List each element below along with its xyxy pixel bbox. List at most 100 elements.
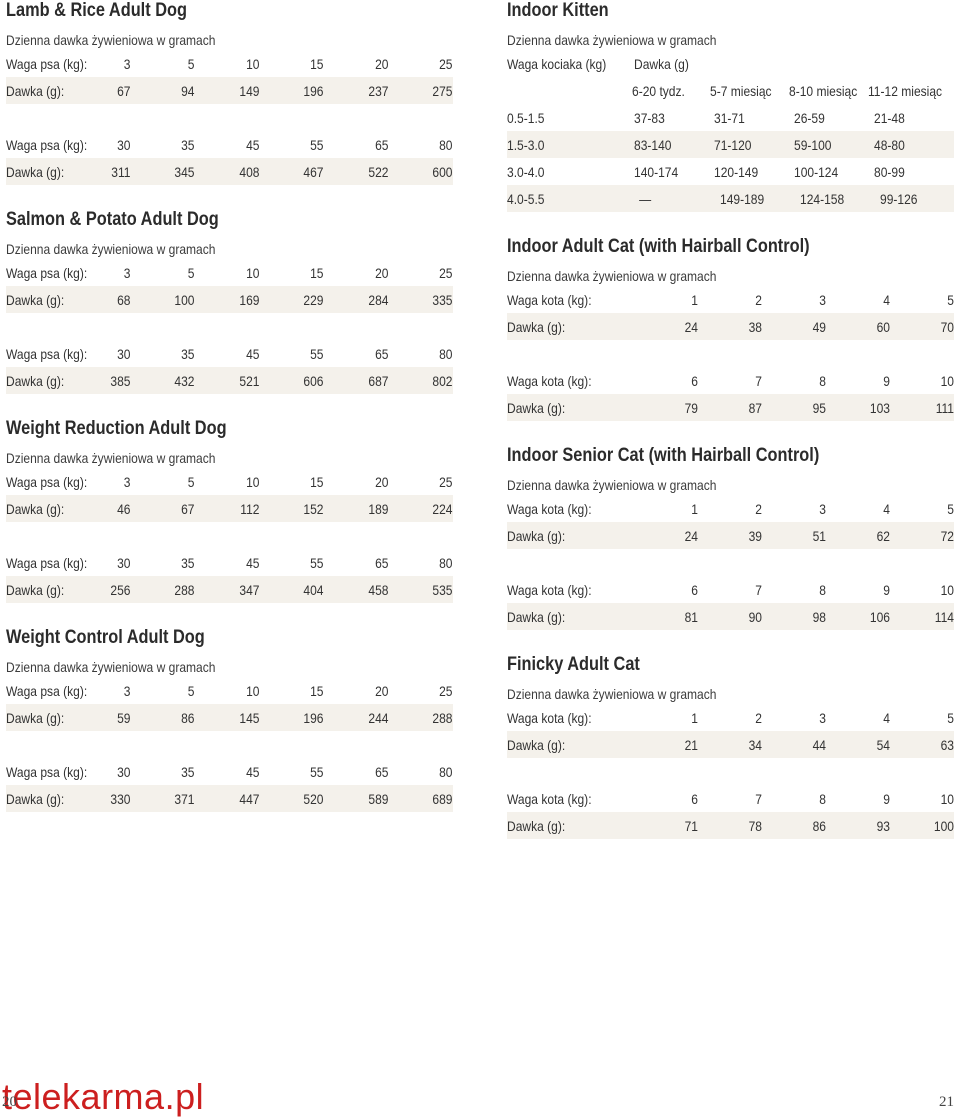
dose-value: 275 xyxy=(432,82,453,99)
dose-row: Dawka (g): 81 90 98 106 114 xyxy=(507,603,954,630)
weight-row: Waga kota (kg): 1 2 3 4 5 xyxy=(507,286,954,313)
weight-label: Waga kota (kg): xyxy=(507,790,592,807)
section-title: Salmon & Potato Adult Dog xyxy=(6,209,219,230)
kitten-weight-cell: 4.0-5.5 xyxy=(507,190,545,207)
section-subtitle: Dzienna dawka żywieniowa w gramach xyxy=(6,32,216,48)
dose-value: 224 xyxy=(432,500,453,517)
dose-value: 256 xyxy=(110,581,131,598)
weight-value: 15 xyxy=(310,682,324,699)
kitten-dose-cell: 37-83 xyxy=(634,109,665,126)
kitten-dose-cell: 71-120 xyxy=(714,136,752,153)
section-title: Indoor Senior Cat (with Hairball Control… xyxy=(507,445,820,466)
weight-value: 35 xyxy=(181,554,195,571)
dose-value: 67 xyxy=(117,82,131,99)
dose-value: 408 xyxy=(239,163,260,180)
dose-table: Waga psa (kg): 3 5 10 15 20 25 Dawka (g): 67 94 14… xyxy=(6,50,453,185)
weight-row: Waga kota (kg): 6 7 8 9 10 xyxy=(507,367,954,394)
weight-row: Waga psa (kg): 30 35 45 55 65 80 xyxy=(6,340,453,367)
product-section: Finicky Adult Cat Dzienna dawka żywienio… xyxy=(507,654,954,839)
dose-value: 112 xyxy=(240,500,260,517)
weight-value: 7 xyxy=(755,581,762,598)
dose-value: 67 xyxy=(181,500,195,517)
weight-value: 25 xyxy=(439,264,453,281)
kitten-dose-cell: 149-189 xyxy=(720,190,765,207)
weight-value: 65 xyxy=(375,763,389,780)
dose-value: 93 xyxy=(876,817,890,834)
weight-value: 80 xyxy=(439,136,453,153)
dose-value: 371 xyxy=(174,790,195,807)
dose-label: Dawka (g): xyxy=(6,790,65,807)
section-title: Weight Control Adult Dog xyxy=(6,627,205,648)
weight-value: 80 xyxy=(439,763,453,780)
weight-value: 3 xyxy=(123,55,131,72)
weight-value: 20 xyxy=(375,682,389,699)
section-title: Weight Reduction Adult Dog xyxy=(6,418,227,439)
page-number-left: 20 xyxy=(2,1094,17,1110)
dose-value: 21 xyxy=(684,736,698,753)
dose-value: 72 xyxy=(940,527,954,544)
dose-value: 39 xyxy=(748,527,762,544)
kitten-dose-cell: 120-149 xyxy=(714,163,759,180)
section-title: Indoor Adult Cat (with Hairball Control) xyxy=(507,236,810,257)
dose-value: 522 xyxy=(368,163,389,180)
dose-table: Waga psa (kg): 3 5 10 15 20 25 Dawka (g): 59 86 14… xyxy=(6,677,453,812)
dose-value: 98 xyxy=(812,608,826,625)
dose-value: 152 xyxy=(303,500,324,517)
weight-label: Waga kota (kg): xyxy=(507,372,592,389)
dose-row: Dawka (g): 21 34 44 54 63 xyxy=(507,731,954,758)
section-title: Finicky Adult Cat xyxy=(507,654,640,675)
weight-value: 4 xyxy=(883,500,890,517)
weight-value: 35 xyxy=(181,136,195,153)
weight-value: 3 xyxy=(819,709,826,726)
header-age: 6-20 tydz. xyxy=(631,82,685,99)
dose-value: 229 xyxy=(303,291,324,308)
weight-value: 15 xyxy=(310,55,324,72)
weight-value: 55 xyxy=(310,763,324,780)
dose-value: 432 xyxy=(174,372,195,389)
dose-label: Dawka (g): xyxy=(6,709,65,726)
section-subtitle: Dzienna dawka żywieniowa w gramach xyxy=(507,477,717,493)
dose-value: 689 xyxy=(432,790,453,807)
dose-value: 687 xyxy=(368,372,389,389)
dose-value: 335 xyxy=(432,291,453,308)
dose-value: 802 xyxy=(432,372,453,389)
dose-value: 114 xyxy=(934,608,954,625)
dose-value: 60 xyxy=(876,318,890,335)
dose-value: 347 xyxy=(239,581,260,598)
dose-label: Dawka (g): xyxy=(507,608,566,625)
weight-row: Waga psa (kg): 3 5 10 15 20 25 xyxy=(6,468,453,495)
dose-value: 385 xyxy=(110,372,131,389)
weight-label: Waga kota (kg): xyxy=(507,581,592,598)
dose-row: Dawka (g): 24 39 51 62 72 xyxy=(507,522,954,549)
section-subtitle: Dzienna dawka żywieniowa w gramach xyxy=(507,686,717,702)
weight-value: 5 xyxy=(188,55,195,72)
dose-row: Dawka (g): 71 78 86 93 100 xyxy=(507,812,954,839)
dose-value: 520 xyxy=(303,790,324,807)
dose-value: 404 xyxy=(303,581,324,598)
dose-value: 606 xyxy=(303,372,324,389)
weight-value: 7 xyxy=(755,372,762,389)
weight-value: 2 xyxy=(755,500,762,517)
dose-row: Dawka (g): 59 86 145 196 244 288 xyxy=(6,704,453,731)
kitten-dose-cell: 48-80 xyxy=(874,136,905,153)
weight-row: Waga psa (kg): 3 5 10 15 20 25 xyxy=(6,259,453,286)
dose-label: Dawka (g): xyxy=(507,736,566,753)
dose-value: 467 xyxy=(303,163,324,180)
weight-value: 20 xyxy=(375,264,389,281)
dose-value: 288 xyxy=(432,709,453,726)
weight-label: Waga psa (kg): xyxy=(6,473,88,490)
weight-value: 5 xyxy=(947,709,954,726)
header-age: 5-7 miesiąc xyxy=(710,82,772,99)
dose-value: 62 xyxy=(876,527,890,544)
kitten-dose-cell: 26-59 xyxy=(794,109,825,126)
weight-value: 65 xyxy=(375,554,389,571)
dose-value: 447 xyxy=(239,790,260,807)
weight-row: Waga psa (kg): 30 35 45 55 65 80 xyxy=(6,549,453,576)
dose-value: 68 xyxy=(117,291,131,308)
table-row: 4.0-5.5 — 149-189 124-158 99-126 xyxy=(507,185,954,212)
weight-value: 10 xyxy=(246,682,260,699)
section-subtitle: Dzienna dawka żywieniowa w gramach xyxy=(6,450,216,466)
product-section: Indoor Senior Cat (with Hairball Control… xyxy=(507,445,954,630)
dose-value: 196 xyxy=(303,82,324,99)
weight-value: 15 xyxy=(310,473,324,490)
